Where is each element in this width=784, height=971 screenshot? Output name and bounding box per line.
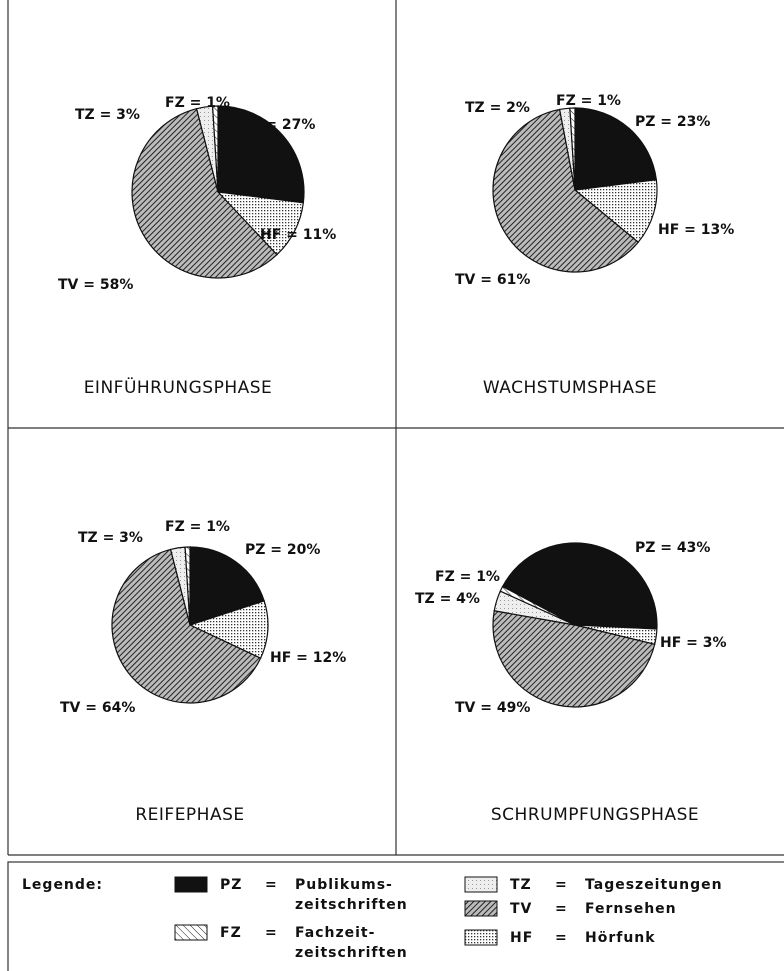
- slice-label: TV = 64%: [60, 700, 135, 716]
- pie-title: EINFÜHRUNGSPHASE: [84, 376, 273, 398]
- legend-title: Legende:: [22, 877, 103, 893]
- slice-label: HF = 13%: [658, 222, 734, 238]
- legend-sep: =: [265, 925, 278, 941]
- pie-slice: [111, 548, 262, 704]
- pie-slice: [499, 585, 576, 626]
- slice-label: TV = 61%: [455, 272, 530, 288]
- slice-label: PZ = 43%: [635, 540, 710, 556]
- legend-swatch: [174, 876, 208, 893]
- slice-label: FZ = 1%: [435, 569, 500, 585]
- pie-title: REIFEPHASE: [135, 805, 244, 825]
- legend-sep: =: [555, 930, 568, 946]
- legend-label: Fachzeit-: [295, 925, 375, 941]
- frame: [7, 0, 784, 971]
- slice-label: FZ = 1%: [556, 93, 621, 109]
- slice-label: TZ = 2%: [465, 100, 530, 116]
- slice-label: PZ = 23%: [635, 114, 710, 130]
- slice-label: FZ = 1%: [165, 519, 230, 535]
- slice-label: TZ = 3%: [78, 530, 143, 546]
- slice-label: TV = 58%: [58, 277, 133, 293]
- pie-slice: [569, 107, 576, 191]
- pie-slice: [573, 179, 658, 244]
- legend-code: TV: [510, 901, 532, 917]
- slice-label: PZ = 20%: [245, 542, 320, 558]
- legend-swatch: [464, 900, 498, 917]
- slice-label: FZ = 1%: [165, 95, 230, 111]
- legend-code: PZ: [220, 877, 242, 893]
- pie-slice: [217, 105, 305, 204]
- legend-label: Fernsehen: [585, 901, 677, 917]
- slice-label: TV = 49%: [455, 700, 530, 716]
- pie-title: WACHSTUMSPHASE: [483, 378, 657, 398]
- slice-label: TZ = 3%: [75, 107, 140, 123]
- legend-swatch: [464, 876, 498, 893]
- pie-slice: [492, 108, 640, 273]
- legend-code: TZ: [510, 877, 532, 893]
- slice-label: HF = 11%: [260, 227, 336, 243]
- legend-code: FZ: [220, 925, 242, 941]
- slice-label: HF = 3%: [660, 635, 727, 651]
- legend-label: zeitschriften: [295, 945, 408, 961]
- pie-title: SCHRUMPFUNGSPHASE: [491, 805, 699, 825]
- legend: Legende: PZ = Publikums-zeitschriften HF = Hö…: [22, 876, 723, 961]
- legend-label: zeitschriften: [295, 897, 408, 913]
- pie-slice: [501, 542, 658, 630]
- legend-sep: =: [265, 877, 278, 893]
- legend-label: Publikums-: [295, 877, 393, 893]
- legend-code: HF: [510, 930, 533, 946]
- legend-label: Hörfunk: [585, 930, 656, 946]
- pie-slice: [492, 610, 656, 708]
- pie-slice: [211, 105, 219, 193]
- charts: EINFÜHRUNGSPHASE PZ = 27% HF = 11% TV = 58%…: [58, 93, 734, 825]
- slice-label: TZ = 4%: [415, 591, 480, 607]
- legend-sep: =: [555, 877, 568, 893]
- legend-swatch: [174, 924, 208, 941]
- slice-label: PZ = 27%: [240, 117, 315, 133]
- pie-slice: [574, 107, 658, 191]
- pie-slice: [131, 107, 278, 279]
- slice-label: HF = 12%: [270, 650, 346, 666]
- legend-sep: =: [555, 901, 568, 917]
- legend-swatch: [464, 929, 498, 946]
- pie-slice: [189, 546, 265, 626]
- legend-label: Tageszeitungen: [585, 877, 723, 893]
- pie-slice: [184, 546, 191, 626]
